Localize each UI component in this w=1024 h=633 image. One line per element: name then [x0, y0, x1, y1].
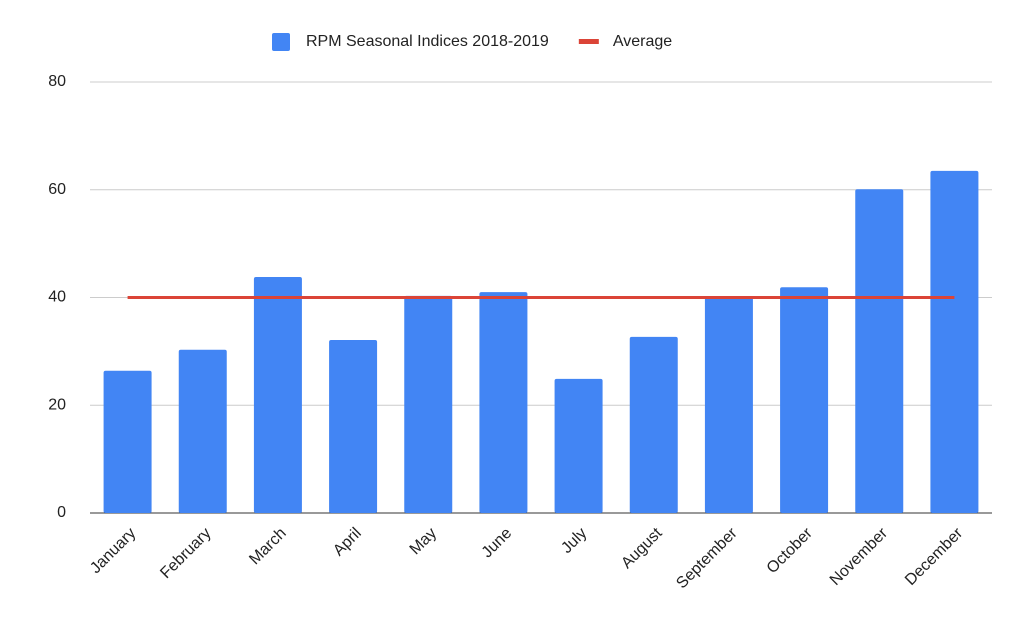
x-tick-label: November — [827, 524, 892, 589]
y-tick-label: 40 — [48, 289, 66, 306]
bar — [404, 295, 453, 513]
x-tick-label: September — [673, 524, 741, 592]
x-tick-label: December — [902, 524, 967, 589]
x-tick-label: August — [618, 524, 666, 572]
y-tick-label: 20 — [48, 396, 66, 413]
bar — [855, 189, 904, 513]
bar — [780, 287, 829, 513]
x-tick-label: June — [479, 525, 516, 562]
bar — [178, 349, 227, 513]
legend-label: Average — [613, 33, 672, 50]
legend-label: RPM Seasonal Indices 2018-2019 — [306, 33, 549, 50]
bar — [103, 370, 152, 513]
bar — [554, 378, 603, 513]
x-tick-label: February — [157, 525, 214, 582]
legend-swatch — [272, 33, 290, 51]
bar — [329, 340, 378, 513]
bar — [704, 296, 753, 513]
x-tick-label: March — [246, 525, 289, 568]
y-tick-label: 60 — [48, 181, 66, 198]
bar — [479, 292, 528, 513]
bar — [930, 170, 979, 514]
x-tick-label: July — [558, 525, 590, 557]
x-tick-label: January — [87, 525, 139, 577]
y-tick-label: 0 — [57, 504, 66, 521]
x-tick-label: October — [764, 524, 817, 577]
bar — [629, 336, 678, 513]
x-tick-label: April — [330, 525, 365, 560]
legend-swatch — [578, 39, 599, 44]
bar — [253, 277, 302, 513]
y-tick-label: 80 — [48, 73, 66, 90]
x-tick-label: May — [407, 525, 440, 558]
